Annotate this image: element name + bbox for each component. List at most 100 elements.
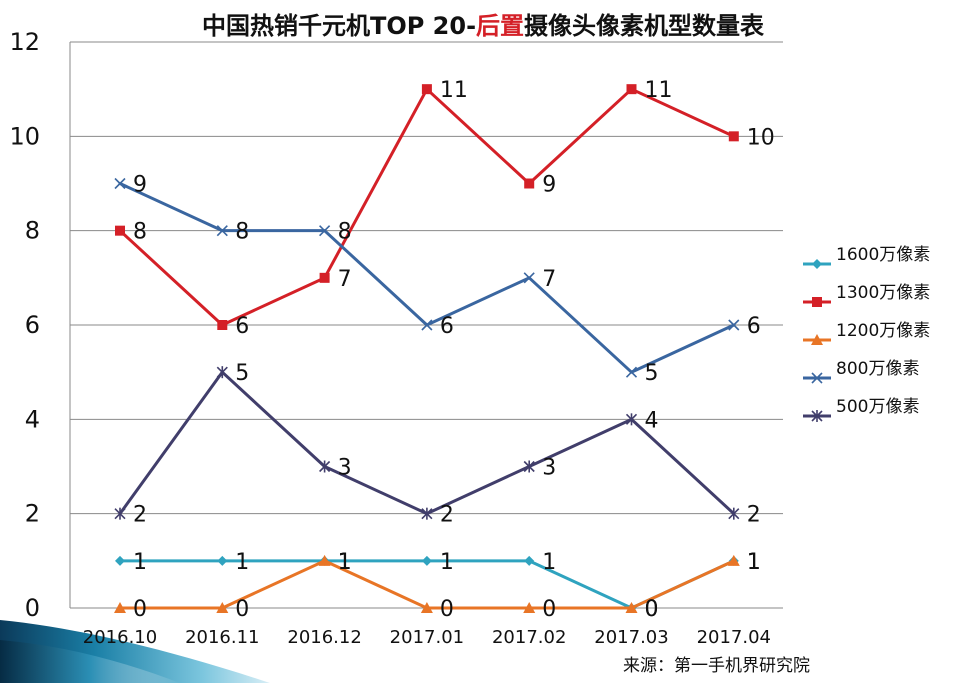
data-label: 4 (645, 408, 659, 433)
series-group (114, 84, 740, 613)
data-label: 0 (542, 597, 556, 622)
x-tick-label: 2017.03 (594, 627, 668, 648)
data-point (728, 319, 740, 331)
data-label: 5 (645, 361, 659, 386)
data-point (523, 602, 536, 613)
data-label: 2 (747, 503, 761, 528)
legend-item: 500万像素 (803, 397, 919, 422)
data-point (421, 319, 433, 331)
data-point (524, 178, 535, 189)
data-point (727, 554, 740, 566)
data-label: 7 (542, 267, 556, 292)
data-point (625, 602, 638, 613)
data-point (115, 225, 125, 236)
data-label: 0 (645, 597, 659, 622)
data-point (216, 225, 228, 237)
x-tick-label: 2016.11 (185, 627, 259, 648)
data-label: 0 (235, 597, 249, 622)
data-point (524, 555, 535, 566)
x-tick-label: 2016.10 (83, 627, 157, 648)
data-point (114, 177, 126, 190)
data-label: 1 (747, 550, 761, 575)
grid-lines (70, 41, 783, 515)
x-tick-label: 2016.12 (287, 627, 361, 648)
data-label: 1 (747, 550, 761, 575)
data-point (625, 366, 638, 378)
y-tick-label: 8 (25, 217, 40, 245)
chart-title: 中国热销千元机TOP 20-后置摄像头像素机型数量表 (202, 12, 765, 40)
data-point (728, 507, 740, 520)
y-tick-label: 0 (25, 594, 40, 622)
legend-label: 1600万像素 (836, 245, 930, 265)
data-point (523, 272, 535, 284)
data-label: 1 (338, 550, 352, 575)
data-point (216, 602, 229, 613)
data-point (318, 554, 331, 566)
legend-item: 800万像素 (803, 359, 919, 384)
y-tick-label: 4 (25, 405, 40, 433)
legend-label: 800万像素 (836, 359, 919, 379)
y-tick-label: 2 (25, 500, 40, 528)
data-point (319, 225, 331, 237)
data-point (115, 555, 125, 566)
title-part-1: 中国热销千元机TOP 20- (202, 12, 476, 40)
data-point (114, 602, 126, 613)
legend-marker (811, 410, 823, 422)
series-line (118, 559, 736, 610)
data-label: 6 (440, 314, 454, 339)
legend-marker (812, 259, 822, 269)
legend-marker (812, 297, 822, 307)
data-label: 1 (440, 550, 454, 575)
legend-item: 1200万像素 (803, 321, 930, 345)
y-tick-label: 6 (25, 311, 40, 339)
data-label: 2 (133, 503, 147, 528)
data-label: 11 (440, 78, 468, 103)
legend-item: 1600万像素 (803, 245, 930, 269)
data-label: 2 (440, 503, 454, 528)
title-part-2: 摄像头像素机型数量表 (524, 12, 765, 40)
legend-label: 1300万像素 (836, 283, 930, 303)
data-point (625, 413, 638, 426)
y-axis-ticks: 0 2 4 6 8 10 12 (9, 28, 40, 622)
data-label: 0 (440, 597, 454, 622)
x-axis-ticks: 2016.10 2016.11 2016.12 2017.01 2017.02 2017.… (83, 627, 771, 648)
data-point (421, 84, 432, 95)
legend-item: 1300万像素 (803, 283, 930, 307)
data-point (216, 366, 228, 379)
data-label: 11 (645, 78, 673, 103)
data-label: 5 (235, 361, 249, 386)
data-point (319, 460, 331, 473)
data-point (217, 555, 228, 566)
data-label: 1 (338, 550, 352, 575)
title-highlight: 后置 (476, 12, 524, 40)
data-label: 1 (235, 550, 249, 575)
data-point (420, 602, 433, 613)
data-label: 1 (542, 550, 556, 575)
data-label: 9 (133, 173, 147, 198)
series-line (118, 182, 736, 374)
data-label: 8 (133, 220, 147, 245)
series-line (118, 370, 736, 516)
data-point (626, 84, 637, 95)
data-point (114, 507, 126, 520)
legend-marker (811, 334, 823, 345)
series-line (118, 559, 736, 610)
data-point (319, 272, 330, 283)
x-tick-label: 2017.02 (492, 627, 566, 648)
data-point (523, 460, 535, 473)
source-note: 来源：第一手机界研究院 (623, 656, 810, 676)
legend-label: 500万像素 (836, 397, 919, 417)
legend: 1600万像素 1300万像素 1200万像素 800万像素 500万像素 (803, 245, 930, 422)
data-label: 1 (133, 550, 147, 575)
data-label: 8 (338, 220, 352, 245)
data-label: 0 (133, 597, 147, 622)
data-point (421, 507, 433, 520)
data-label: 0 (645, 597, 659, 622)
legend-label: 1200万像素 (836, 321, 930, 341)
x-tick-label: 2017.01 (390, 627, 464, 648)
data-label: 6 (747, 314, 761, 339)
data-point (421, 555, 432, 566)
data-point (728, 131, 739, 142)
